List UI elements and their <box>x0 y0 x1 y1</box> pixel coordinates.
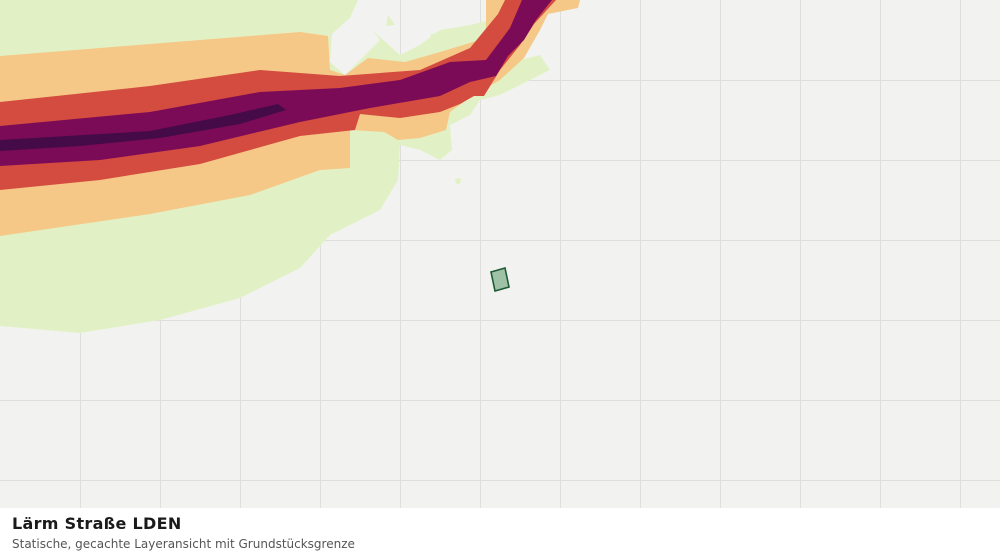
caption: Lärm Straße LDEN Statische, gecachte Lay… <box>0 508 1000 560</box>
noise-zone-very-high <box>0 0 552 166</box>
parcel-boundary[interactable] <box>490 266 510 293</box>
noise-zone-extreme <box>0 104 286 151</box>
map-title: Lärm Straße LDEN <box>12 514 182 533</box>
map-view <box>0 0 1000 508</box>
map-subtitle: Statische, gecachte Layeransicht mit Gru… <box>12 537 355 551</box>
